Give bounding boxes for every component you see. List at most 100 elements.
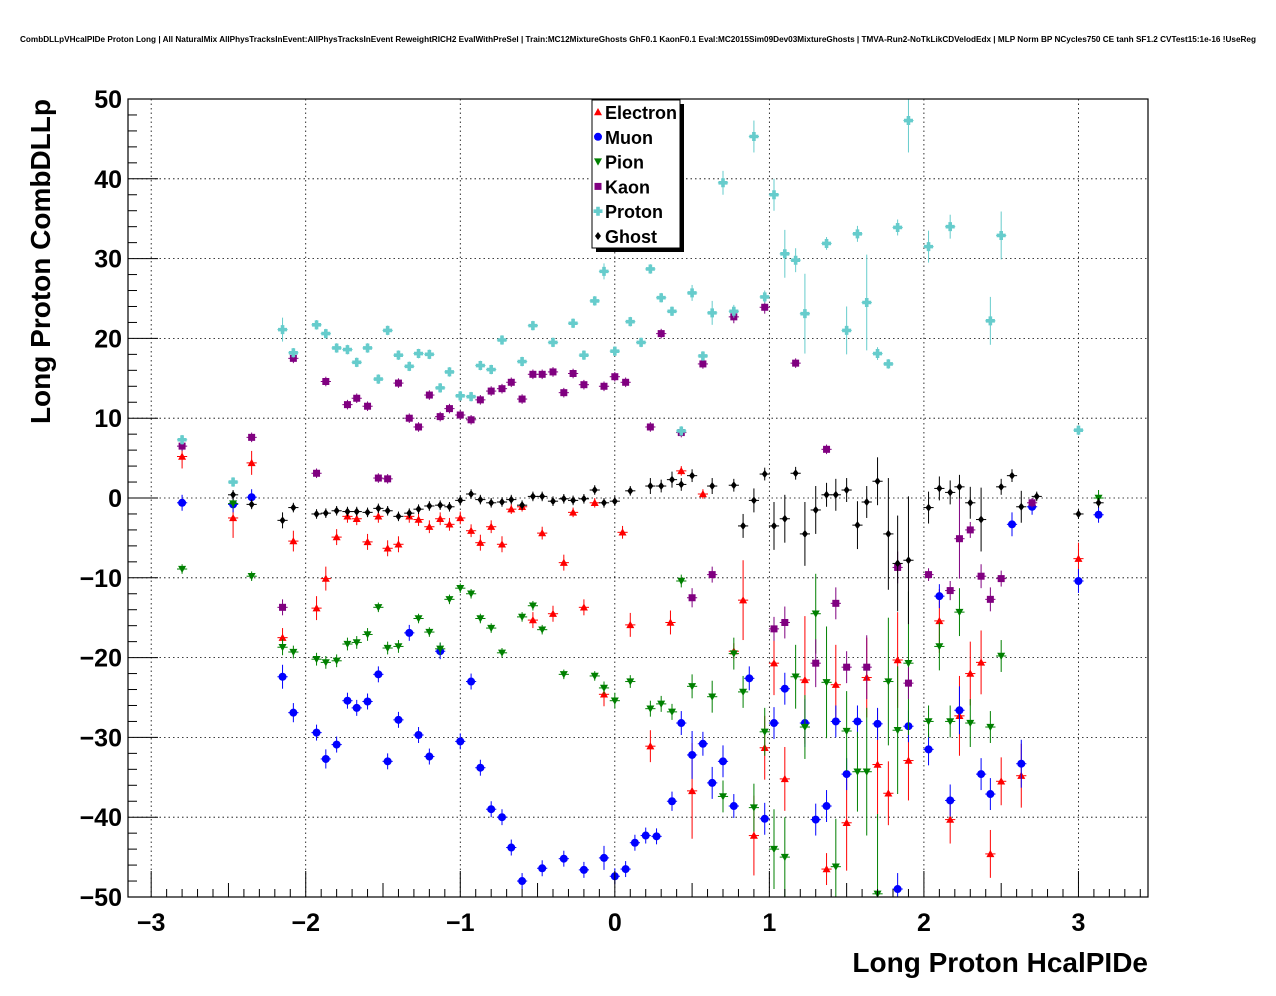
electron-point <box>246 450 257 475</box>
muon-marker <box>559 854 568 863</box>
x-tick-label: 3 <box>1072 909 1086 937</box>
ghost-marker <box>437 501 444 510</box>
muon-point <box>892 873 903 897</box>
pion-marker <box>445 596 454 604</box>
proton-point <box>728 304 739 318</box>
ghost-point <box>277 512 288 529</box>
electron-marker <box>498 540 506 548</box>
ghost-marker <box>415 505 422 514</box>
kaon-marker <box>657 330 665 338</box>
muon-point <box>506 839 517 856</box>
kaon-point <box>404 413 415 423</box>
kaon-marker <box>549 368 557 376</box>
pion-marker <box>178 565 187 574</box>
muon-point <box>1016 739 1027 788</box>
ghost-marker <box>539 492 546 501</box>
muon-marker <box>760 814 769 823</box>
muon-point <box>373 666 384 683</box>
proton-point <box>342 344 353 355</box>
muon-marker <box>538 864 547 873</box>
muon-marker <box>278 672 287 681</box>
electron-marker <box>1074 554 1083 562</box>
kaon-point <box>342 399 353 410</box>
muon-point <box>697 731 709 756</box>
kaon-point <box>985 587 996 612</box>
muon-point <box>779 672 790 705</box>
proton-point <box>288 347 299 358</box>
y-tick-label: −10 <box>80 565 122 593</box>
ghost-marker <box>560 494 567 503</box>
ghost-point <box>810 486 821 534</box>
pion-point <box>686 674 698 699</box>
muon-marker <box>745 674 754 683</box>
kaon-marker <box>986 595 994 603</box>
ghost-marker <box>395 512 402 521</box>
proton-point <box>821 237 832 250</box>
electron-point <box>496 536 508 553</box>
ghost-point <box>883 478 894 590</box>
muon-marker <box>1094 510 1103 519</box>
kaon-marker <box>467 416 475 424</box>
pion-point <box>666 703 678 720</box>
muon-marker <box>946 796 955 805</box>
electron-marker <box>873 760 882 768</box>
muon-point <box>945 784 956 817</box>
x-axis-label: Long Proton HcalPIDe <box>852 947 1148 978</box>
muon-point <box>985 778 996 811</box>
muon-point <box>872 707 883 740</box>
pion-point <box>362 628 373 641</box>
electron-point <box>393 536 404 553</box>
kaon-marker <box>415 423 423 431</box>
electron-point <box>537 526 548 540</box>
muon-point <box>821 790 832 822</box>
proton-point <box>676 426 687 436</box>
electron-marker <box>476 538 485 546</box>
legend-label-ghost: Ghost <box>605 227 657 247</box>
kaon-marker <box>529 370 537 378</box>
muon-marker <box>507 843 516 852</box>
muon-marker <box>924 745 933 754</box>
kaon-point <box>707 566 718 583</box>
ghost-point <box>676 478 687 491</box>
proton-point <box>475 360 486 371</box>
ghost-point <box>1031 491 1042 502</box>
proton-point <box>666 306 678 317</box>
ghost-point <box>1073 509 1084 519</box>
pion-marker <box>935 643 944 651</box>
electron-point <box>382 540 393 557</box>
proton-marker <box>883 359 893 369</box>
kaon-marker <box>688 594 696 602</box>
kaon-point <box>382 474 393 484</box>
ghost-marker <box>885 529 892 538</box>
proton-marker <box>903 116 913 126</box>
electron-marker <box>436 514 445 522</box>
muon-marker <box>363 697 372 706</box>
data-series <box>176 99 1104 898</box>
muon-point <box>676 711 687 736</box>
pion-marker <box>780 853 789 862</box>
pion-marker <box>626 678 635 686</box>
pion-marker <box>332 657 341 665</box>
muon-marker <box>456 737 465 746</box>
proton-marker <box>924 242 934 252</box>
pion-marker <box>414 615 423 623</box>
pion-marker <box>498 649 506 657</box>
ghost-point <box>547 496 559 506</box>
pion-point <box>496 648 508 658</box>
legend-label-muon: Muon <box>605 128 653 148</box>
pion-point <box>821 626 832 739</box>
muon-marker <box>498 813 506 822</box>
muon-point <box>830 705 841 738</box>
proton-marker <box>414 349 424 359</box>
ghost-marker <box>550 497 556 506</box>
electron-marker <box>456 513 465 522</box>
proton-marker <box>862 297 872 307</box>
proton-point <box>435 383 446 393</box>
proton-marker <box>749 132 759 142</box>
muon-marker <box>425 752 434 761</box>
pion-point <box>277 639 288 656</box>
kaon-marker <box>611 373 619 381</box>
proton-marker <box>548 337 558 347</box>
ghost-point <box>841 478 852 502</box>
pion-marker <box>657 700 666 708</box>
